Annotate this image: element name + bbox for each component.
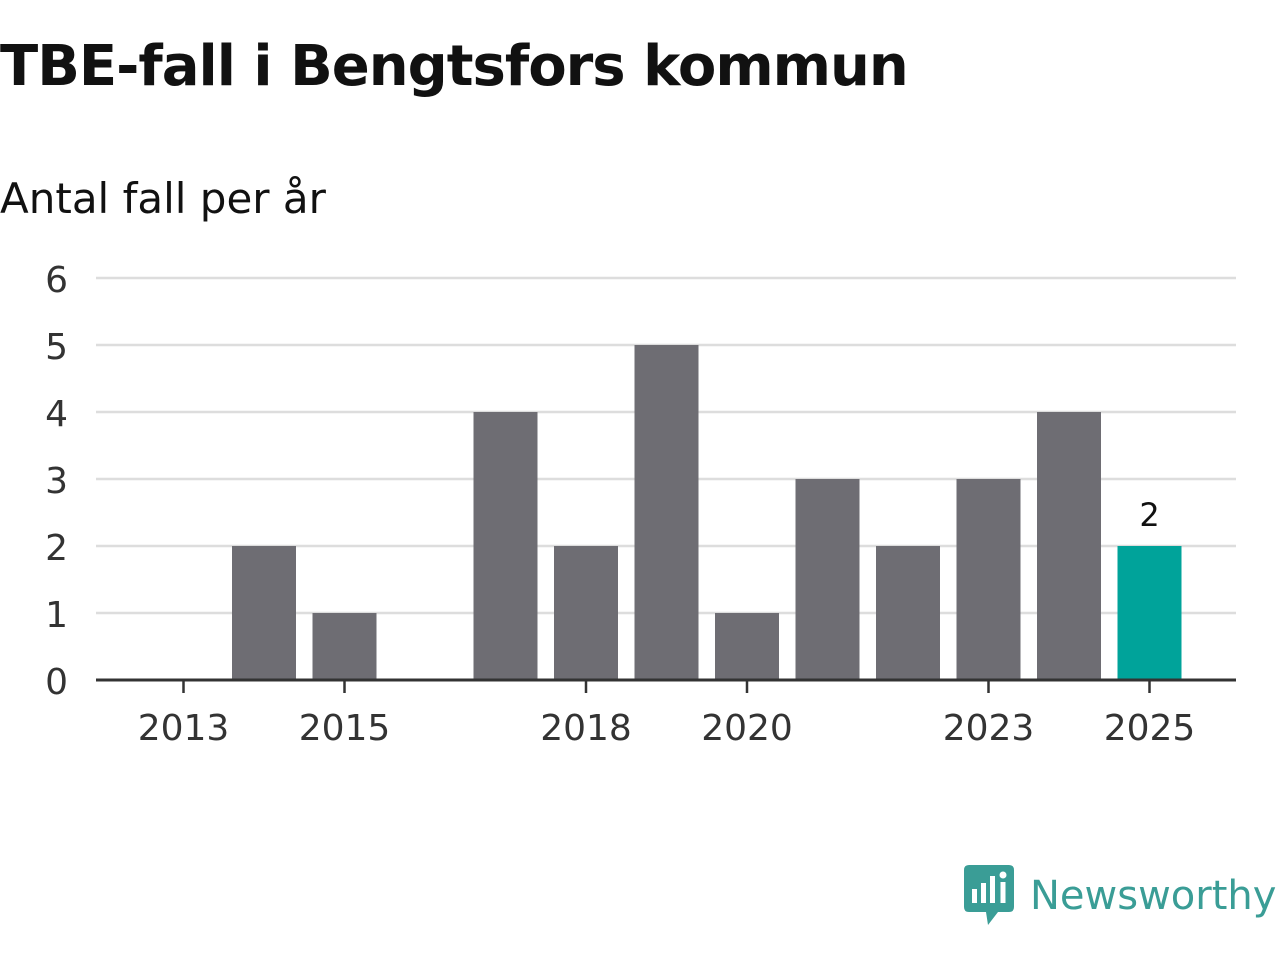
y-tick-label: 6 xyxy=(45,260,68,301)
bar-2025 xyxy=(1117,546,1182,680)
x-tick-label: 2023 xyxy=(943,708,1035,749)
newsworthy-logo-text: Newsworthy xyxy=(1030,873,1277,919)
y-tick-label: 3 xyxy=(45,461,68,502)
x-tick-label: 2013 xyxy=(138,708,230,749)
bar-2023 xyxy=(956,479,1021,680)
bar-2015 xyxy=(312,613,377,680)
y-tick-label: 2 xyxy=(45,528,68,569)
y-tick-label: 5 xyxy=(45,327,68,368)
newsworthy-logo-icon xyxy=(964,865,1014,925)
x-tick-label: 2018 xyxy=(540,708,632,749)
y-tick-label: 1 xyxy=(45,595,68,636)
y-tick-label: 0 xyxy=(45,662,68,703)
bar-2017 xyxy=(473,412,538,680)
x-tick-label: 2020 xyxy=(701,708,793,749)
bar-2021 xyxy=(795,479,860,680)
chart-title: TBE-fall i Bengtsfors kommun xyxy=(0,34,909,99)
bar-2014 xyxy=(232,546,296,680)
bar-2022 xyxy=(876,546,940,680)
newsworthy-logo: Newsworthy xyxy=(964,864,1276,928)
y-tick-label: 4 xyxy=(45,394,68,435)
chart-subtitle: Antal fall per år xyxy=(0,174,326,223)
bar-2019 xyxy=(634,345,699,680)
x-tick-label: 2025 xyxy=(1104,708,1196,749)
x-tick-label: 2015 xyxy=(299,708,391,749)
bar-2018 xyxy=(554,546,618,680)
bar-2020 xyxy=(715,613,779,680)
bar-2024 xyxy=(1037,412,1101,680)
data-label: 2 xyxy=(1139,496,1159,534)
